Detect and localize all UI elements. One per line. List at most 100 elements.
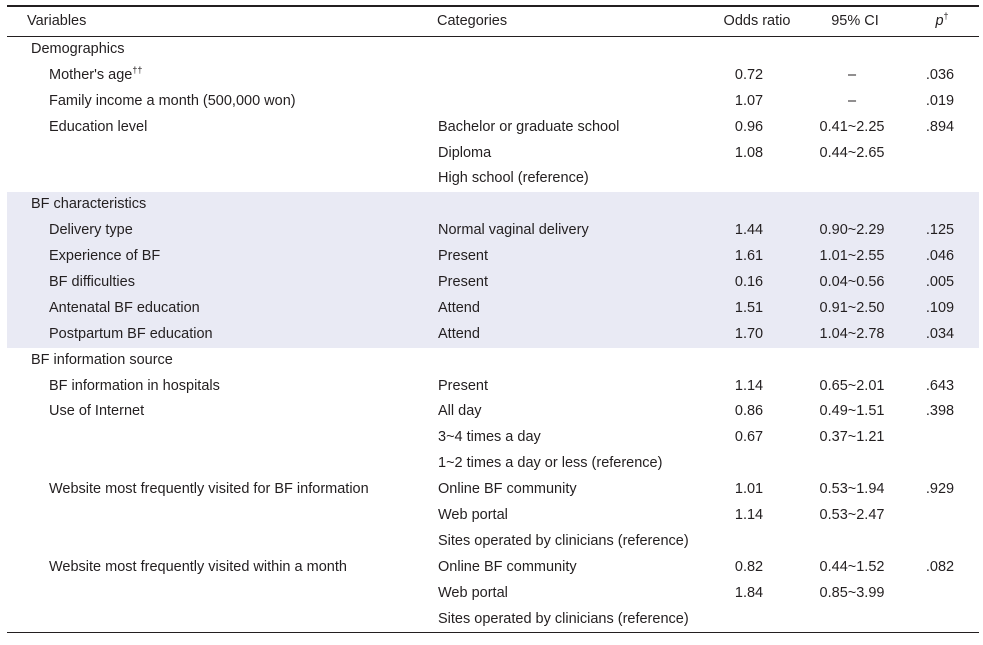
cell-p: .034	[925, 325, 955, 342]
cell-variable: Use of Internet	[49, 399, 144, 425]
cell-variable: Website most frequently visited for BF i…	[49, 477, 369, 503]
cell-variable-text: Delivery type	[49, 222, 133, 239]
cell-category: Web portal	[438, 584, 508, 601]
cell-ci: 1.04~2.78	[819, 325, 885, 342]
table-row: Website most frequently visited within a…	[7, 555, 979, 581]
cell-ci: 0.44~2.65	[819, 144, 885, 161]
cell-ci: 0.44~1.52	[819, 558, 885, 575]
cell-odds-ratio: 1.14	[734, 507, 764, 524]
cell-odds-ratio: 0.96	[734, 118, 764, 135]
cell-odds-ratio: 0.72	[734, 66, 764, 83]
table-body: Demographics Mother's age†† 0.72 – .036 Famil…	[7, 37, 979, 632]
cell-variable: BF difficulties	[49, 270, 135, 296]
cell-p: .046	[925, 248, 955, 265]
cell-ci: 0.53~1.94	[819, 481, 885, 498]
cell-p: .398	[925, 403, 955, 420]
cell-p: .125	[925, 222, 955, 239]
cell-category: Present	[438, 248, 488, 265]
table-row: Delivery type Normal vaginal delivery 1.44…	[7, 218, 979, 244]
cell-category: 1~2 times a day or less (reference)	[438, 455, 663, 472]
cell-category: Sites operated by clinicians (reference)	[438, 610, 689, 627]
cell-ci: 1.01~2.55	[819, 248, 885, 265]
cell-variable-text: BF information in hospitals	[49, 377, 220, 394]
cell-variable-text: Antenatal BF education	[49, 299, 200, 316]
cell-p: .005	[925, 274, 955, 291]
cell-ci: –	[847, 66, 857, 83]
cell-ci: –	[847, 92, 857, 109]
cell-variable-text: Family income a month (500,000 won)	[49, 92, 296, 109]
table-header-rule	[7, 36, 979, 37]
cell-category: Diploma	[438, 144, 492, 161]
cell-category: Attend	[438, 299, 480, 316]
cell-ci: 0.65~2.01	[819, 377, 885, 394]
group-block: BF characteristics Delivery type Normal va…	[7, 192, 979, 348]
cell-ci: 0.04~0.56	[819, 274, 885, 291]
cell-odds-ratio: 1.07	[734, 92, 764, 109]
group-title: BF information source	[31, 351, 173, 368]
table-row: Web portal 1.14 0.53~2.47	[7, 503, 979, 529]
group-title: BF characteristics	[31, 196, 147, 213]
cell-ci: 0.85~3.99	[819, 584, 885, 601]
group-block: Demographics Mother's age†† 0.72 – .036 Famil…	[7, 37, 979, 192]
table-row: Sites operated by clinicians (reference)	[7, 529, 979, 555]
cell-odds-ratio: 0.86	[734, 403, 764, 420]
header-p-sup: †	[943, 11, 949, 21]
group-title-row: Demographics	[7, 37, 979, 63]
cell-category: High school (reference)	[438, 170, 589, 187]
table-row: BF information in hospitals Present 1.14 0.…	[7, 374, 979, 400]
table-row: Web portal 1.84 0.85~3.99	[7, 581, 979, 607]
cell-variable: BF information in hospitals	[49, 374, 220, 400]
cell-odds-ratio: 0.82	[734, 558, 764, 575]
cell-odds-ratio: 1.44	[734, 222, 764, 239]
table-row: Website most frequently visited for BF i…	[7, 477, 979, 503]
cell-variable-sup: ††	[132, 64, 143, 75]
cell-variable-text: Experience of BF	[49, 248, 161, 265]
cell-p: .894	[925, 118, 955, 135]
cell-ci: 0.37~1.21	[819, 429, 885, 446]
table-row: Diploma 1.08 0.44~2.65	[7, 141, 979, 167]
group-block: BF information source BF information in h…	[7, 348, 979, 633]
cell-variable-text: Website most frequently visited for BF i…	[49, 481, 369, 498]
table-row: 1~2 times a day or less (reference)	[7, 451, 979, 477]
table-row: Postpartum BF education Attend 1.70 1.04~2.…	[7, 322, 979, 348]
cell-p: .643	[925, 377, 955, 394]
cell-variable-text: Website most frequently visited within a…	[49, 558, 347, 575]
results-table: Variables Categories Odds ratio 95% CI p…	[7, 5, 979, 634]
cell-category: Normal vaginal delivery	[438, 222, 589, 239]
table-row: BF difficulties Present 0.16 0.04~0.56 .005	[7, 270, 979, 296]
table-header-row: Variables Categories Odds ratio 95% CI p…	[7, 7, 979, 36]
cell-category: Online BF community	[438, 558, 577, 575]
cell-p: .036	[925, 66, 955, 83]
header-categories: Categories	[437, 13, 508, 29]
cell-variable: Delivery type	[49, 218, 133, 244]
header-p: p†	[917, 7, 967, 36]
cell-category: 3~4 times a day	[438, 429, 541, 446]
cell-category: All day	[438, 403, 482, 420]
table-row: Family income a month (500,000 won) 1.07 –…	[7, 89, 979, 115]
cell-odds-ratio: 1.61	[734, 248, 764, 265]
cell-variable: Postpartum BF education	[49, 322, 213, 348]
cell-variable-text: Mother's age	[49, 66, 133, 83]
header-ci: 95% CI	[831, 13, 879, 29]
cell-variable: Experience of BF	[49, 244, 160, 270]
cell-variable-text: Postpartum BF education	[49, 325, 213, 342]
cell-category: Present	[438, 274, 488, 291]
cell-ci: 0.49~1.51	[819, 403, 885, 420]
cell-ci: 0.53~2.47	[819, 507, 885, 524]
cell-p: .082	[925, 558, 955, 575]
table-row: Sites operated by clinicians (reference)	[7, 607, 979, 633]
cell-ci: 0.41~2.25	[819, 118, 885, 135]
cell-variable-text: BF difficulties	[49, 274, 135, 291]
table-row: Experience of BF Present 1.61 1.01~2.55 .046	[7, 244, 979, 270]
cell-variable: Antenatal BF education	[49, 296, 200, 322]
cell-odds-ratio: 1.51	[734, 299, 764, 316]
cell-category: Bachelor or graduate school	[438, 118, 620, 135]
table-bottom-rule	[7, 632, 979, 634]
cell-variable: Mother's age††	[49, 63, 142, 89]
table-row: Education level Bachelor or graduate scho…	[7, 115, 979, 141]
cell-odds-ratio: 0.67	[734, 429, 764, 446]
group-title-row: BF information source	[7, 348, 979, 374]
cell-variable-text: Education level	[49, 118, 148, 135]
table-row: 3~4 times a day 0.67 0.37~1.21	[7, 425, 979, 451]
cell-ci: 0.90~2.29	[819, 222, 885, 239]
